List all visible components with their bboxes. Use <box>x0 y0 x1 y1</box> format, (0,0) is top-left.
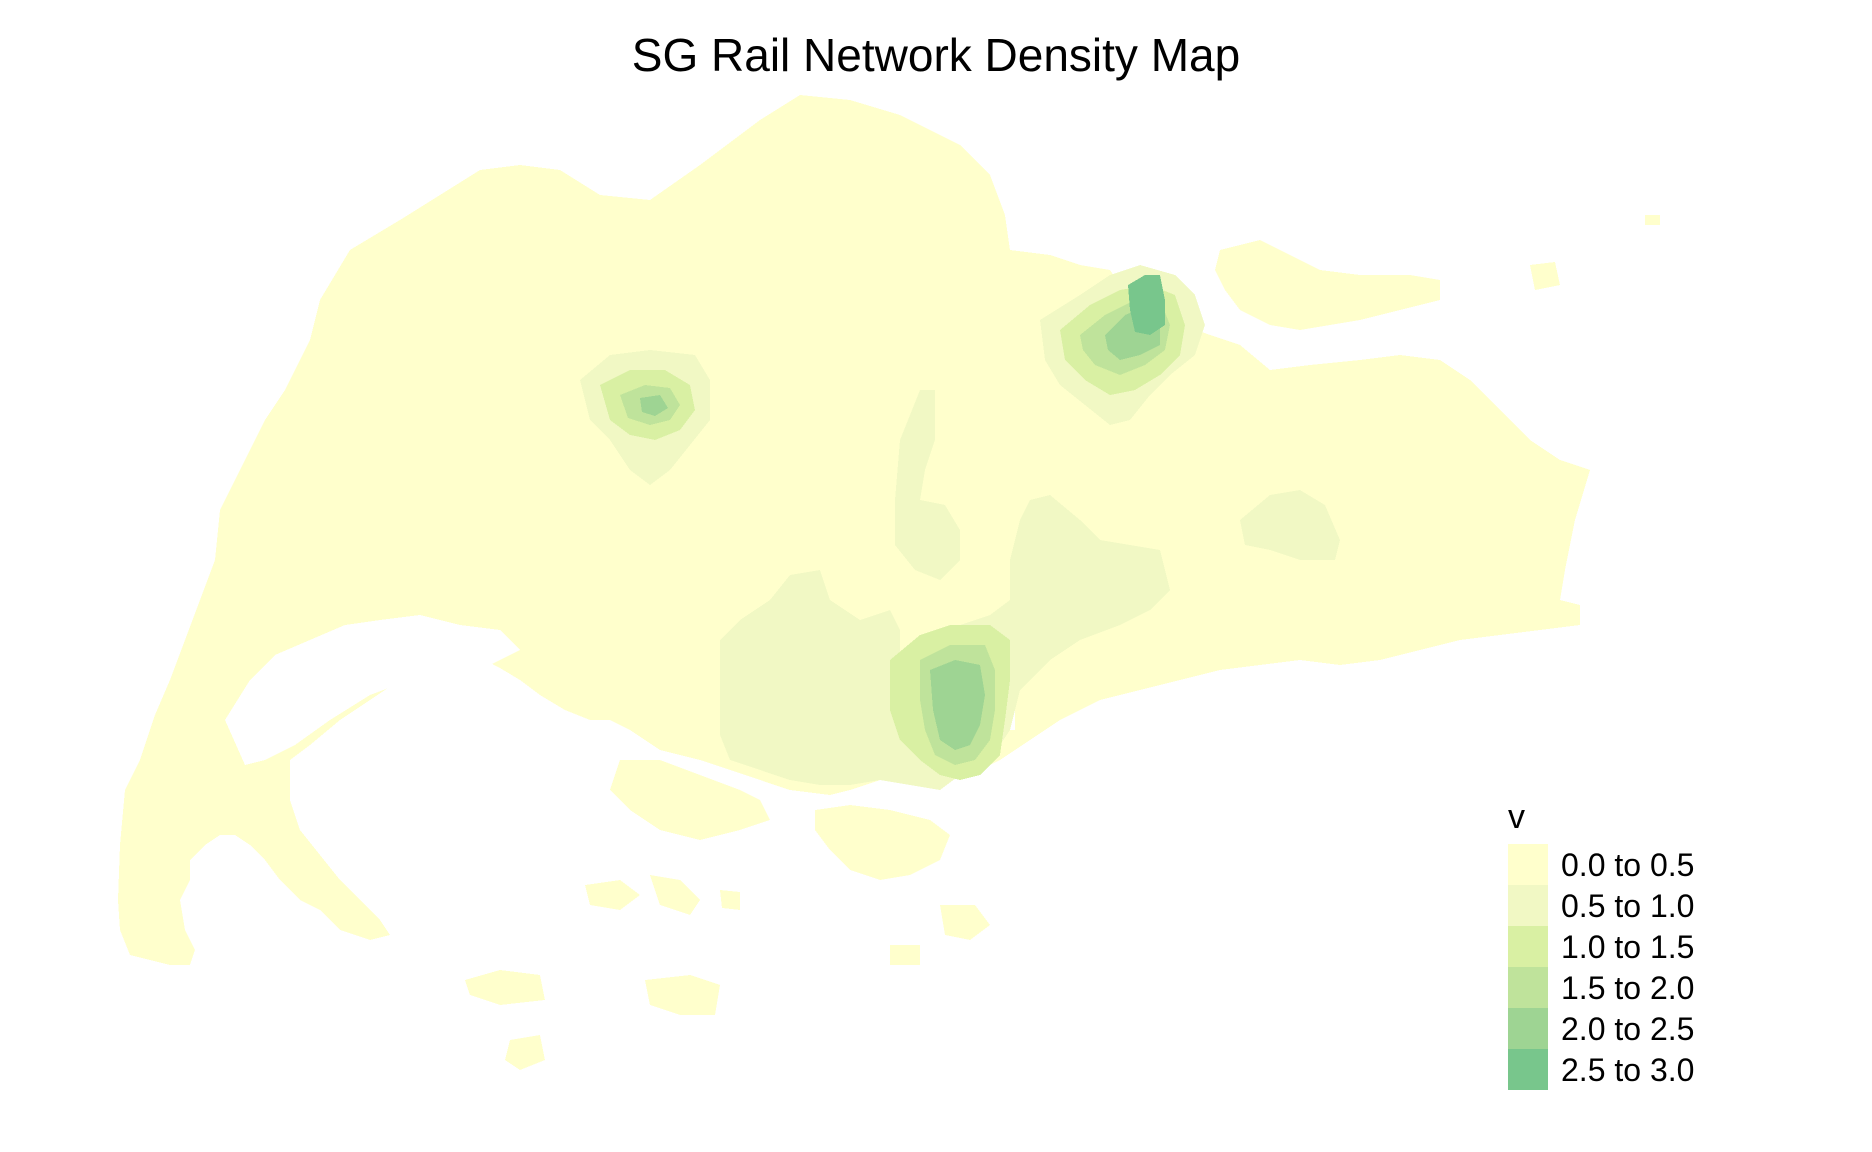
southern-islet-7 <box>505 1035 545 1070</box>
density-zone-central-2-0 <box>930 660 985 750</box>
southern-islet-8 <box>890 945 920 965</box>
southern-islet-2 <box>650 875 700 915</box>
tiny-east-islet <box>1645 215 1660 225</box>
legend-item-0: 0.0 to 0.5 <box>1508 844 1768 885</box>
legend-label-4: 2.0 to 2.5 <box>1561 1011 1695 1047</box>
western-channel <box>225 615 520 765</box>
sentosa-region <box>815 805 950 880</box>
legend-swatch-3 <box>1508 967 1548 1008</box>
legend-label-1: 0.5 to 1.0 <box>1561 888 1695 924</box>
southern-islet-1 <box>585 880 640 910</box>
map-legend: v 0.0 to 0.5 0.5 to 1.0 1.0 to 1.5 1.5 t… <box>1508 800 1768 1100</box>
legend-item-5: 2.5 to 3.0 <box>1508 1049 1768 1090</box>
legend-swatch-2 <box>1508 926 1548 967</box>
legend-item-4: 2.0 to 2.5 <box>1508 1008 1768 1049</box>
legend-swatch-1 <box>1508 885 1548 926</box>
jurong-island-region <box>610 760 770 840</box>
legend-label-0: 0.0 to 0.5 <box>1561 847 1695 883</box>
density-zone-west-2-0 <box>640 395 668 416</box>
legend-title: v <box>1508 798 1525 836</box>
legend-label-3: 1.5 to 2.0 <box>1561 970 1695 1006</box>
southern-islet-5 <box>465 970 545 1005</box>
pulau-tekong-region <box>1530 262 1560 290</box>
southern-islet-6 <box>645 975 720 1015</box>
southern-islet-3 <box>720 890 740 910</box>
legend-label-5: 2.5 to 3.0 <box>1561 1052 1695 1088</box>
legend-item-1: 0.5 to 1.0 <box>1508 885 1768 926</box>
legend-swatch-0 <box>1508 844 1548 885</box>
legend-swatch-5 <box>1508 1049 1548 1090</box>
southern-islet-4 <box>940 905 990 940</box>
density-zone-east-0-5 <box>1240 490 1340 560</box>
western-inlet-2 <box>215 845 260 895</box>
map-title: SG Rail Network Density Map <box>631 29 1241 81</box>
main-island-region <box>118 95 1590 965</box>
density-zone-northeast-2-5 <box>1128 275 1165 335</box>
legend-label-2: 1.0 to 1.5 <box>1561 929 1695 965</box>
density-zone-northcentral-0-5 <box>895 390 960 580</box>
pulau-ubin-region <box>1215 240 1440 330</box>
legend-swatch-4 <box>1508 1008 1548 1049</box>
legend-item-3: 1.5 to 2.0 <box>1508 967 1768 1008</box>
legend-item-2: 1.0 to 1.5 <box>1508 926 1768 967</box>
western-inlet <box>380 730 480 810</box>
